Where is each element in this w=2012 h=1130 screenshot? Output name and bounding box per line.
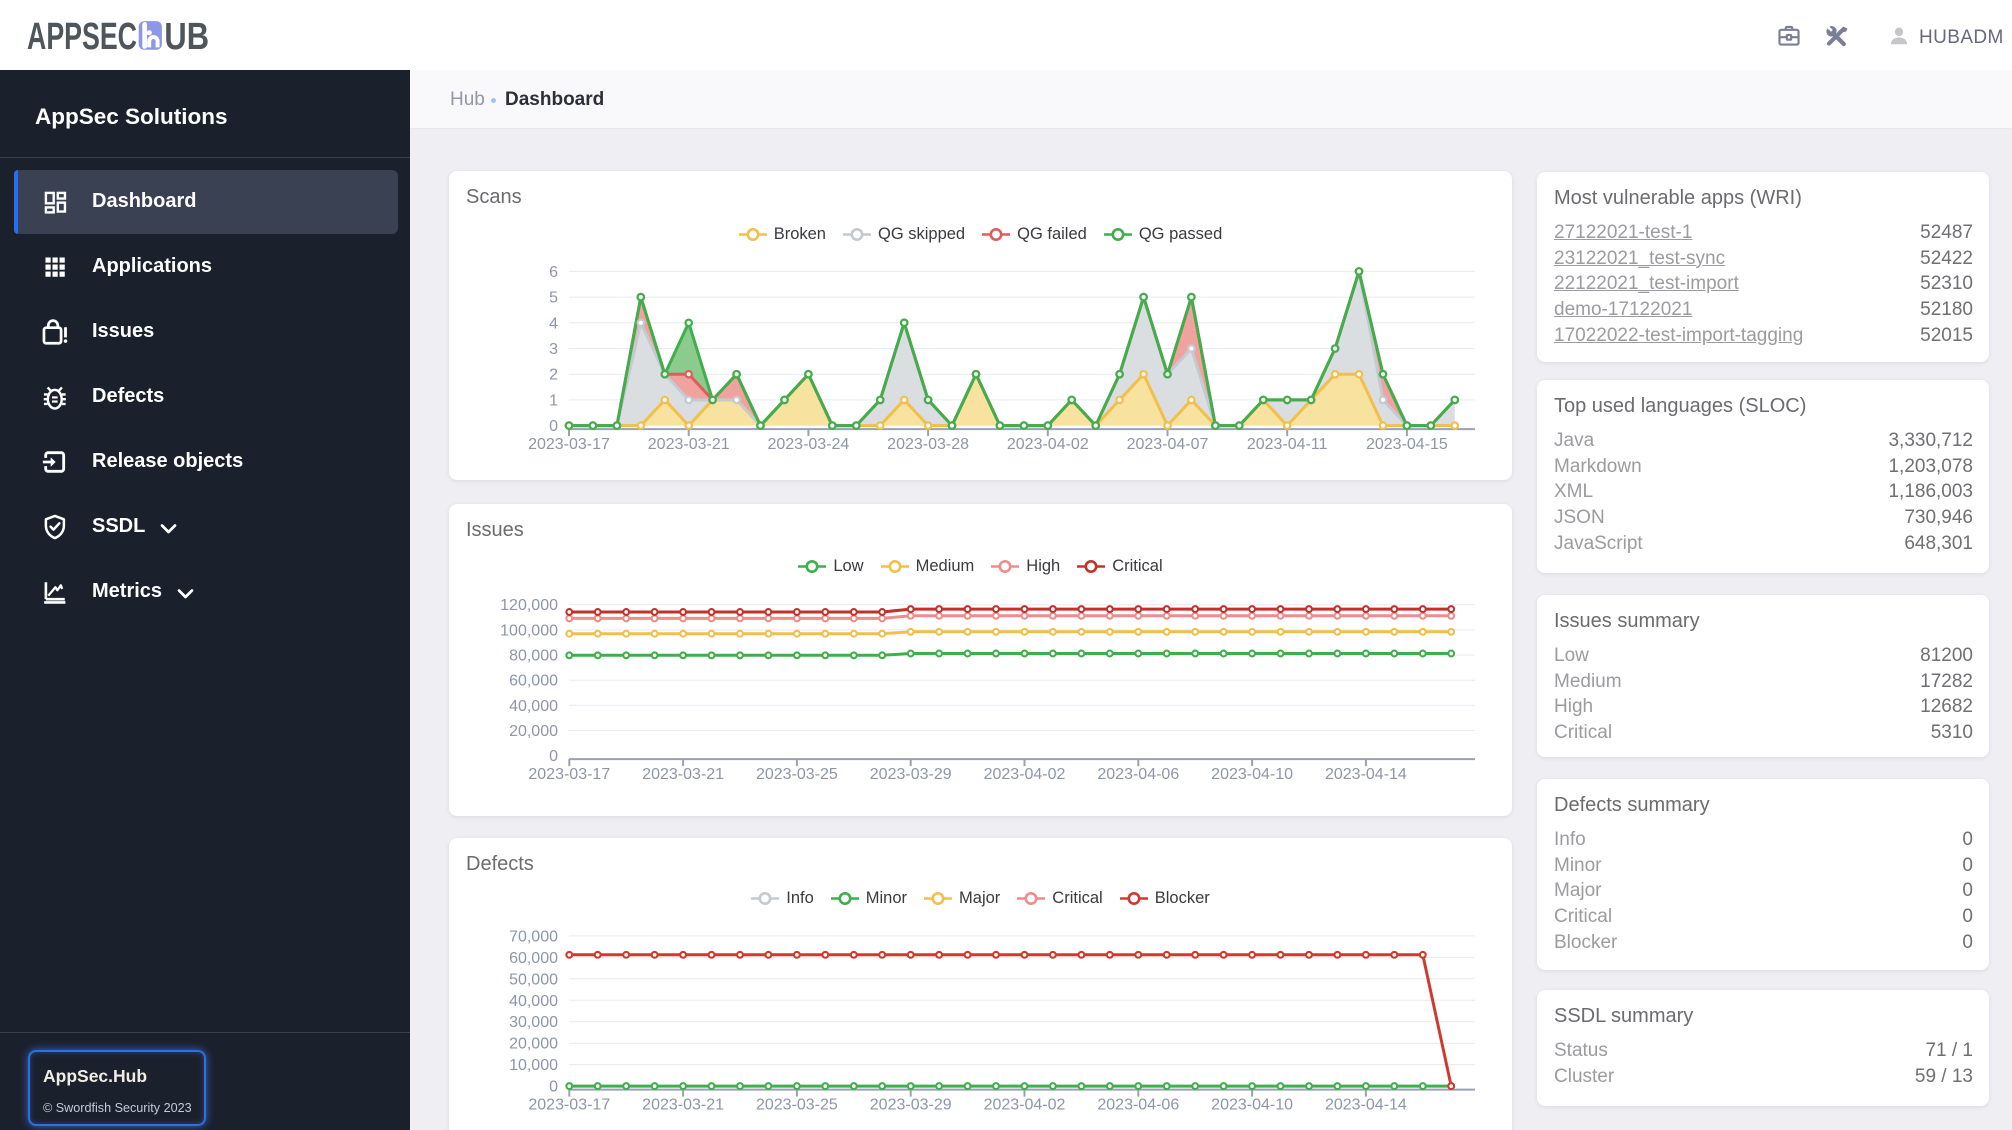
svg-text:2023-03-17: 2023-03-17 [528,766,610,783]
svg-text:2023-04-10: 2023-04-10 [1211,1097,1293,1114]
svg-text:UB: UB [164,16,209,58]
svg-text:120,000: 120,000 [500,597,558,614]
svg-text:5: 5 [549,290,558,307]
svg-text:2023-03-25: 2023-03-25 [756,766,838,783]
svg-text:6: 6 [549,264,558,281]
svg-text:0: 0 [549,748,558,765]
svg-text:2023-03-21: 2023-03-21 [648,436,730,453]
svg-text:2023-03-28: 2023-03-28 [887,436,969,453]
svg-text:2023-03-29: 2023-03-29 [870,1097,952,1114]
svg-text:2023-04-02: 2023-04-02 [984,766,1066,783]
svg-text:3: 3 [549,341,558,358]
svg-text:2023-03-29: 2023-03-29 [870,766,952,783]
svg-text:10,000: 10,000 [509,1057,558,1074]
svg-text:2023-04-14: 2023-04-14 [1325,766,1407,783]
svg-text:2023-04-10: 2023-04-10 [1211,766,1293,783]
svg-text:70,000: 70,000 [509,928,558,945]
svg-text:2023-04-11: 2023-04-11 [1247,436,1328,453]
svg-text:2023-04-02: 2023-04-02 [984,1097,1066,1114]
svg-text:60,000: 60,000 [509,950,558,967]
svg-text:2023-03-17: 2023-03-17 [528,1097,610,1114]
svg-text:4: 4 [549,315,558,332]
svg-text:2: 2 [549,367,558,384]
svg-text:40,000: 40,000 [509,698,558,715]
svg-text:30,000: 30,000 [509,1014,558,1031]
svg-text:50,000: 50,000 [509,971,558,988]
svg-text:2023-04-07: 2023-04-07 [1127,436,1209,453]
svg-text:0: 0 [549,1079,558,1096]
svg-text:1: 1 [549,392,558,409]
svg-text:2023-03-17: 2023-03-17 [528,436,610,453]
svg-text:2023-04-02: 2023-04-02 [1007,436,1089,453]
svg-text:20,000: 20,000 [509,1036,558,1053]
svg-text:2023-03-21: 2023-03-21 [642,766,724,783]
svg-text:100,000: 100,000 [500,622,558,639]
svg-text:2023-04-06: 2023-04-06 [1097,1097,1179,1114]
svg-text:80,000: 80,000 [509,648,558,665]
svg-text:2023-03-24: 2023-03-24 [767,436,849,453]
svg-text:2023-03-21: 2023-03-21 [642,1097,724,1114]
svg-text:2023-03-25: 2023-03-25 [756,1097,838,1114]
svg-text:2023-04-15: 2023-04-15 [1366,436,1448,453]
svg-text:2023-04-14: 2023-04-14 [1325,1097,1407,1114]
svg-text:40,000: 40,000 [509,993,558,1010]
svg-text:APPSEC: APPSEC [27,16,137,58]
svg-text:20,000: 20,000 [509,723,558,740]
svg-text:2023-04-06: 2023-04-06 [1097,766,1179,783]
svg-text:60,000: 60,000 [509,673,558,690]
svg-text:0: 0 [549,418,558,435]
